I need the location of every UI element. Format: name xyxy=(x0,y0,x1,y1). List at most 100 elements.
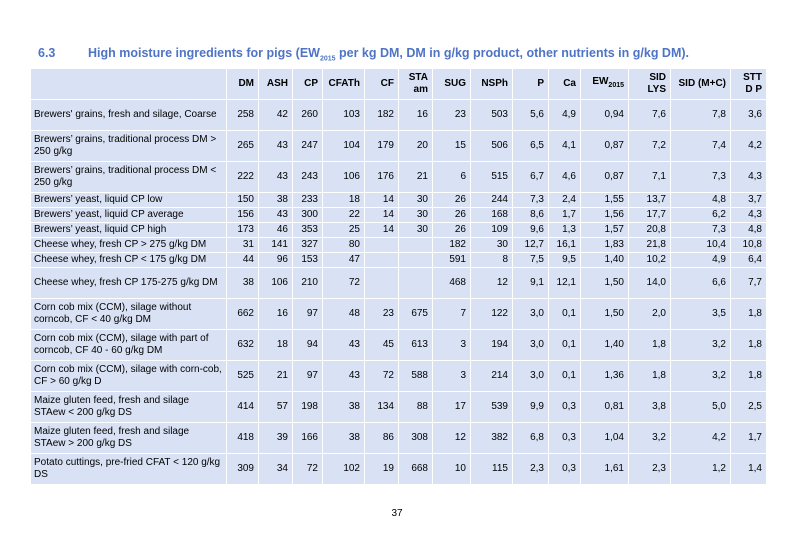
value-cell: 6,4 xyxy=(730,252,767,268)
value-cell: 1,8 xyxy=(628,329,671,361)
value-cell: 675 xyxy=(398,298,433,330)
value-cell: 4,9 xyxy=(548,99,581,131)
value-cell: 1,40 xyxy=(580,329,629,361)
ingredient-name: Potato cuttings, pre-fried CFAT < 120 g/… xyxy=(30,453,227,485)
value-cell: 214 xyxy=(470,360,513,392)
value-cell: 10,2 xyxy=(628,252,671,268)
value-cell: 72 xyxy=(292,453,323,485)
value-cell: 179 xyxy=(364,130,399,162)
table-row: Brewers’ yeast, liquid CP low 150 38 233 18 1… xyxy=(30,192,767,208)
value-cell: 9,1 xyxy=(512,267,549,299)
value-cell: 21,8 xyxy=(628,237,671,253)
value-cell: 1,36 xyxy=(580,360,629,392)
nutrient-table: DM ASH CP CFATh CF STA am SUG NSPh P Ca E… xyxy=(30,68,767,485)
table-body: Brewers' grains, fresh and silage, Coars… xyxy=(30,99,767,485)
value-cell: 3,6 xyxy=(730,99,767,131)
header-cell: DM xyxy=(226,68,259,100)
value-cell: 88 xyxy=(398,391,433,423)
value-cell xyxy=(398,267,433,299)
value-cell: 141 xyxy=(258,237,293,253)
ingredient-name: Maize gluten feed, fresh and silage STAe… xyxy=(30,391,227,423)
header-cell: P xyxy=(512,68,549,100)
value-cell: 14 xyxy=(364,222,399,238)
value-cell: 4,3 xyxy=(730,161,767,193)
header-line: D P xyxy=(745,84,762,95)
value-cell: 10,8 xyxy=(730,237,767,253)
value-cell: 662 xyxy=(226,298,259,330)
value-cell: 3,0 xyxy=(512,360,549,392)
value-cell: 31 xyxy=(226,237,259,253)
value-cell: 260 xyxy=(292,99,323,131)
value-cell: 591 xyxy=(432,252,471,268)
value-cell: 109 xyxy=(470,222,513,238)
value-cell: 7,5 xyxy=(512,252,549,268)
value-cell: 94 xyxy=(292,329,323,361)
ingredient-name: Brewers' grains, fresh and silage, Coars… xyxy=(30,99,227,131)
value-cell: 115 xyxy=(470,453,513,485)
ingredient-name: Brewers’ grains, traditional process DM … xyxy=(30,130,227,162)
value-cell: 18 xyxy=(258,329,293,361)
header-cell: EW2015 xyxy=(580,68,629,100)
value-cell: 5,6 xyxy=(512,99,549,131)
value-cell: 3,0 xyxy=(512,329,549,361)
value-cell: 182 xyxy=(432,237,471,253)
value-cell: 1,61 xyxy=(580,453,629,485)
value-cell: 1,57 xyxy=(580,222,629,238)
value-cell: 9,6 xyxy=(512,222,549,238)
table-row: Brewers' grains, fresh and silage, Coars… xyxy=(30,99,767,131)
value-cell: 96 xyxy=(258,252,293,268)
value-cell: 97 xyxy=(292,360,323,392)
header-row: DM ASH CP CFATh CF STA am SUG NSPh P Ca E… xyxy=(30,68,767,100)
value-cell: 4,2 xyxy=(670,422,731,454)
value-cell: 48 xyxy=(322,298,365,330)
value-cell: 16,1 xyxy=(548,237,581,253)
ingredient-name: Brewers’ yeast, liquid CP average xyxy=(30,207,227,223)
value-cell: 72 xyxy=(322,267,365,299)
value-cell: 3 xyxy=(432,360,471,392)
value-cell: 6,2 xyxy=(670,207,731,223)
ingredient-name: Brewers’ yeast, liquid CP low xyxy=(30,192,227,208)
value-cell: 25 xyxy=(322,222,365,238)
value-cell: 80 xyxy=(322,237,365,253)
value-cell: 3,2 xyxy=(670,329,731,361)
value-cell: 43 xyxy=(322,360,365,392)
value-cell: 10 xyxy=(432,453,471,485)
value-cell: 16 xyxy=(398,99,433,131)
value-cell: 34 xyxy=(258,453,293,485)
value-cell: 156 xyxy=(226,207,259,223)
value-cell: 308 xyxy=(398,422,433,454)
header-cell: ASH xyxy=(258,68,293,100)
value-cell: 327 xyxy=(292,237,323,253)
value-cell: 2,0 xyxy=(628,298,671,330)
value-cell: 0,3 xyxy=(548,453,581,485)
value-cell: 309 xyxy=(226,453,259,485)
table-row: Brewers’ yeast, liquid CP high 173 46 353 25… xyxy=(30,222,767,238)
value-cell: 0,1 xyxy=(548,329,581,361)
value-cell: 18 xyxy=(322,192,365,208)
value-cell: 503 xyxy=(470,99,513,131)
header-cell: STA am xyxy=(398,68,433,100)
value-cell: 14 xyxy=(364,192,399,208)
value-cell: 0,94 xyxy=(580,99,629,131)
value-cell: 6,8 xyxy=(512,422,549,454)
value-cell: 8,6 xyxy=(512,207,549,223)
value-cell: 134 xyxy=(364,391,399,423)
value-cell: 2,3 xyxy=(628,453,671,485)
value-cell: 17,7 xyxy=(628,207,671,223)
value-cell: 0,1 xyxy=(548,298,581,330)
value-cell: 16 xyxy=(258,298,293,330)
value-cell: 1,04 xyxy=(580,422,629,454)
value-cell: 6,6 xyxy=(670,267,731,299)
value-cell: 153 xyxy=(292,252,323,268)
value-cell: 44 xyxy=(226,252,259,268)
header-line: SID xyxy=(649,72,666,83)
value-cell: 4,6 xyxy=(548,161,581,193)
value-cell: 2,4 xyxy=(548,192,581,208)
value-cell: 414 xyxy=(226,391,259,423)
value-cell: 4,3 xyxy=(730,207,767,223)
value-cell: 210 xyxy=(292,267,323,299)
table-row: Potato cuttings, pre-fried CFAT < 120 g/… xyxy=(30,453,767,485)
value-cell: 12 xyxy=(432,422,471,454)
value-cell: 539 xyxy=(470,391,513,423)
value-cell: 26 xyxy=(432,207,471,223)
